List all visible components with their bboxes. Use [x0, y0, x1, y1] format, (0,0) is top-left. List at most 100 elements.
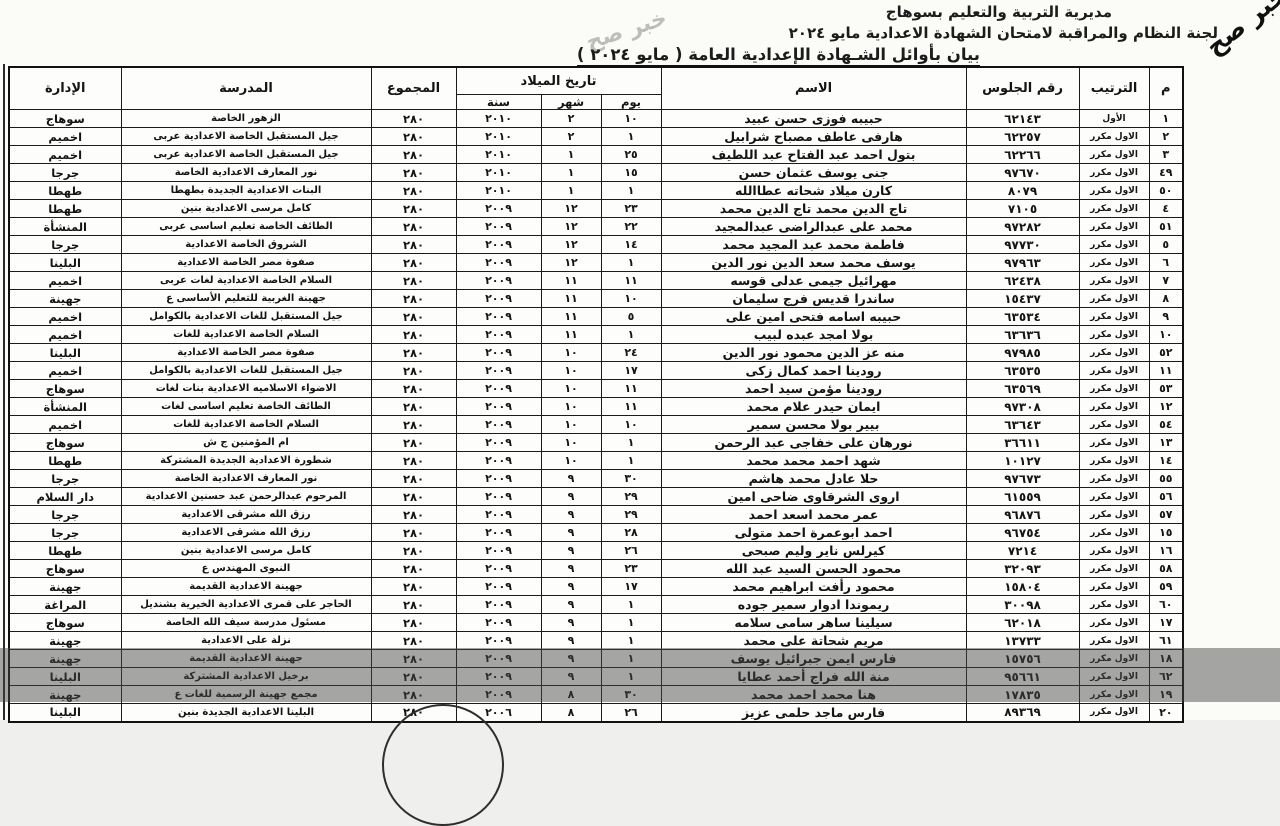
- cell-seat: ٦٣٥٦٩: [966, 380, 1079, 398]
- cell-school: جيل المستقبل الخاصة الاعدادية عربى: [121, 146, 371, 164]
- cell-month: ٩: [541, 542, 601, 560]
- cell-serial: ٦٢: [1149, 668, 1183, 686]
- cell-district: جرجا: [9, 470, 121, 488]
- cell-day: ١٠: [601, 290, 661, 308]
- cell-day: ١٠: [601, 416, 661, 434]
- cell-day: ٢٥: [601, 146, 661, 164]
- cell-year: ٢٠٠٩: [456, 380, 541, 398]
- cell-total: ٢٨٠: [371, 380, 456, 398]
- cell-school: الطائف الخاصة تعليم اساسى عربى: [121, 218, 371, 236]
- cell-rank: الاول مكرر: [1079, 596, 1149, 614]
- cell-rank: الاول مكرر: [1079, 416, 1149, 434]
- cell-seat: ٦٢١٤٣: [966, 110, 1079, 128]
- cell-total: ٢٨٠: [371, 452, 456, 470]
- cell-rank: الاول مكرر: [1079, 506, 1149, 524]
- cell-district: اخميم: [9, 146, 121, 164]
- cell-district: دار السلام: [9, 488, 121, 506]
- cell-serial: ١٧: [1149, 614, 1183, 632]
- cell-school: ام المؤمنين ج ش: [121, 434, 371, 452]
- cell-year: ٢٠٠٩: [456, 470, 541, 488]
- header-total: المجموع: [371, 67, 456, 110]
- cell-school: السلام الخاصة الاعدادية للغات: [121, 416, 371, 434]
- cell-seat: ١٥٧٥٦: [966, 650, 1079, 668]
- cell-district: جرجا: [9, 524, 121, 542]
- cell-day: ٢٦: [601, 542, 661, 560]
- cell-district: سوهاج: [9, 110, 121, 128]
- cell-seat: ٩٧٦٧٣: [966, 470, 1079, 488]
- cell-district: طهطا: [9, 182, 121, 200]
- cell-seat: ١٧٨٣٥: [966, 686, 1079, 704]
- cell-name: حبيبه اسامه فتحى امين على: [661, 308, 966, 326]
- cell-seat: ٦٣٦٤٣: [966, 416, 1079, 434]
- cell-day: ٢٩: [601, 506, 661, 524]
- cell-day: ١: [601, 452, 661, 470]
- cell-district: المراغة: [9, 596, 121, 614]
- cell-month: ٢: [541, 128, 601, 146]
- cell-month: ١٠: [541, 362, 601, 380]
- cell-rank: الاول مكرر: [1079, 524, 1149, 542]
- cell-district: البلينا: [9, 344, 121, 362]
- cell-serial: ١٠: [1149, 326, 1183, 344]
- cell-day: ٢٣: [601, 200, 661, 218]
- header-month: شهر: [541, 95, 601, 110]
- cell-total: ٢٨٠: [371, 578, 456, 596]
- cell-school: برخيل الاعدادية المشتركة: [121, 668, 371, 686]
- cell-serial: ٦: [1149, 254, 1183, 272]
- cell-district: جرجا: [9, 164, 121, 182]
- cell-serial: ١: [1149, 110, 1183, 128]
- cell-name: هنا محمد احمد محمد: [661, 686, 966, 704]
- cell-school: صفوة مصر الخاصة الاعدادية: [121, 254, 371, 272]
- cell-school: جهينة الاعدادية القديمة: [121, 650, 371, 668]
- cell-serial: ٨: [1149, 290, 1183, 308]
- cell-name: ايمان حيدر علام محمد: [661, 398, 966, 416]
- cell-serial: ١١: [1149, 362, 1183, 380]
- cell-total: ٢٨٠: [371, 146, 456, 164]
- cell-month: ١١: [541, 308, 601, 326]
- cell-name: جنى يوسف عثمان حسن: [661, 164, 966, 182]
- cell-year: ٢٠٠٩: [456, 578, 541, 596]
- cell-total: ٢٨٠: [371, 290, 456, 308]
- cell-serial: ٢٠: [1149, 704, 1183, 722]
- cell-rank: الاول مكرر: [1079, 362, 1149, 380]
- cell-rank: الاول مكرر: [1079, 380, 1149, 398]
- cell-name: سيلينا ساهر سامى سلامه: [661, 614, 966, 632]
- cell-day: ١١: [601, 380, 661, 398]
- cell-school: الاضواء الاسلاميه الاعدادية بنات لغات: [121, 380, 371, 398]
- cell-rank: الاول مكرر: [1079, 326, 1149, 344]
- cell-year: ٢٠٠٩: [456, 200, 541, 218]
- header-day: يوم: [601, 95, 661, 110]
- cell-seat: ٣٢٠٩٣: [966, 560, 1079, 578]
- cell-seat: ٨٠٧٩: [966, 182, 1079, 200]
- cell-total: ٢٨٠: [371, 398, 456, 416]
- cell-seat: ٩٧٣٠٨: [966, 398, 1079, 416]
- cell-serial: ٥٧: [1149, 506, 1183, 524]
- cell-total: ٢٨٠: [371, 344, 456, 362]
- cell-day: ٢٦: [601, 704, 661, 722]
- cell-name: كيرلس ناير وليم صبحى: [661, 542, 966, 560]
- cell-rank: الاول مكرر: [1079, 218, 1149, 236]
- cell-name: يوسف محمد سعد الدين نور الدين: [661, 254, 966, 272]
- cell-day: ٥: [601, 308, 661, 326]
- cell-month: ٩: [541, 524, 601, 542]
- cell-district: سوهاج: [9, 434, 121, 452]
- cell-month: ١١: [541, 290, 601, 308]
- cell-rank: الاول مكرر: [1079, 236, 1149, 254]
- cell-district: جرجا: [9, 236, 121, 254]
- cell-school: شطورة الاعدادية الجديدة المشتركة: [121, 452, 371, 470]
- cell-serial: ١٣: [1149, 434, 1183, 452]
- cell-year: ٢٠٠٩: [456, 308, 541, 326]
- cell-serial: ١٥: [1149, 524, 1183, 542]
- cell-year: ٢٠٠٩: [456, 416, 541, 434]
- cell-name: اروى الشرقاوى ضاحى امين: [661, 488, 966, 506]
